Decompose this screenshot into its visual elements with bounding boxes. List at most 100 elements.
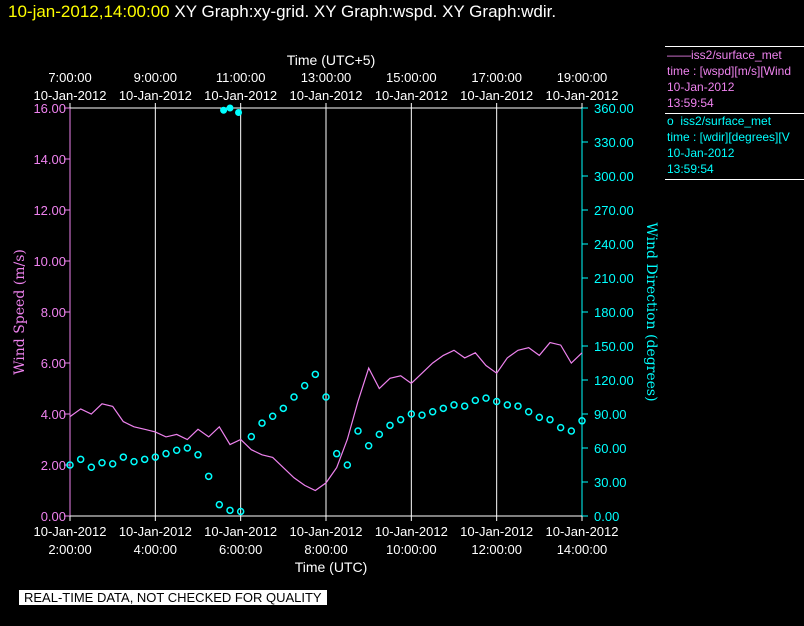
wind-direction-point — [172, 446, 181, 455]
legend-source: iss2/surface_met — [680, 114, 772, 128]
wind-direction-point — [471, 396, 480, 405]
header-timestamp: 10-jan-2012,14:00:00 — [8, 2, 170, 21]
left-tick-label: 10.00 — [33, 254, 66, 269]
top-tick-time: 13:00:00 — [301, 70, 352, 85]
bottom-tick-date: 10-Jan-2012 — [460, 524, 533, 539]
top-tick-time: 19:00:00 — [557, 70, 608, 85]
wind-direction-point — [220, 106, 228, 114]
wind-direction-point — [492, 397, 501, 406]
header-graph-list: XY Graph:xy-grid. XY Graph:wspd. XY Grap… — [174, 2, 557, 21]
bottom-tick-time: 4:00:00 — [134, 542, 177, 557]
top-tick-time: 17:00:00 — [471, 70, 522, 85]
top-tick-time: 9:00:00 — [134, 70, 177, 85]
wind-direction-point — [524, 407, 533, 416]
right-tick-label: 0.00 — [594, 509, 619, 524]
wind-direction-point — [247, 432, 256, 441]
wind-direction-point — [66, 461, 74, 469]
wind-direction-point — [322, 393, 330, 401]
wind-direction-point — [418, 411, 426, 419]
wind-direction-point — [503, 401, 512, 409]
wind-direction-point — [76, 455, 85, 464]
legend-variable: time : [wdir][degrees][V — [667, 130, 790, 144]
wind-direction-point — [204, 472, 213, 481]
bottom-tick-time: 2:00:00 — [48, 542, 91, 557]
wind-direction-point — [98, 458, 106, 467]
wind-direction-point — [364, 441, 373, 450]
right-tick-label: 90.00 — [594, 407, 627, 422]
wind-direction-point — [300, 381, 309, 390]
right-tick-label: 180.00 — [594, 305, 634, 320]
wind-direction-point — [343, 461, 352, 469]
bottom-tick-time: 6:00:00 — [219, 542, 262, 557]
top-tick-time: 15:00:00 — [386, 70, 437, 85]
wind-direction-point — [130, 457, 138, 466]
wind-direction-point — [375, 430, 384, 439]
wind-direction-point — [407, 410, 416, 418]
wind-direction-point — [354, 427, 362, 435]
top-tick-date: 10-Jan-2012 — [460, 88, 533, 103]
right-tick-label: 30.00 — [594, 475, 627, 490]
wind-direction-point — [226, 104, 234, 112]
wind-direction-point — [428, 407, 437, 416]
wind-direction-point — [332, 449, 341, 458]
left-tick-label: 6.00 — [41, 356, 66, 371]
left-tick-label: 0.00 — [41, 509, 66, 524]
series-wind-speed — [69, 341, 583, 492]
wind-direction-point — [290, 393, 298, 401]
bottom-axis-ticks: 10-Jan-2012 2:00:00 10-Jan-2012 4:00:00 10-J… — [34, 516, 619, 557]
quality-notice: REAL-TIME DATA, NOT CHECKED FOR QUALITY — [19, 590, 327, 605]
right-tick-label: 330.00 — [594, 135, 634, 150]
wind-direction-point — [450, 401, 458, 409]
series-wind-direction — [66, 104, 586, 516]
legend-time: 13:59:54 — [667, 96, 714, 110]
left-axis-label: Wind Speed (m/s) — [12, 249, 28, 375]
legend-time: 13:59:54 — [667, 162, 714, 176]
right-tick-label: 360.00 — [594, 101, 634, 116]
bottom-tick-time: 12:00:00 — [471, 542, 522, 557]
left-tick-label: 8.00 — [41, 305, 66, 320]
top-tick-date: 10-Jan-2012 — [119, 88, 192, 103]
wind-direction-point — [567, 427, 576, 435]
wind-direction-point — [108, 460, 117, 468]
bottom-tick-date: 10-Jan-2012 — [119, 524, 192, 539]
top-tick-time: 7:00:00 — [48, 70, 91, 85]
top-tick-date: 10-Jan-2012 — [546, 88, 619, 103]
wind-direction-point — [482, 394, 490, 402]
vertical-gridlines — [154, 108, 498, 516]
wind-direction-point — [396, 415, 405, 424]
wind-direction-point — [514, 402, 522, 410]
legend-line-marker: —— — [667, 48, 691, 62]
bottom-tick-time: 10:00:00 — [386, 542, 437, 557]
left-tick-label: 16.00 — [33, 101, 66, 116]
right-tick-label: 150.00 — [594, 339, 634, 354]
wind-direction-point — [535, 413, 544, 422]
wind-direction-point — [279, 404, 288, 413]
wind-direction-point — [311, 370, 320, 379]
wind-direction-point — [119, 453, 128, 461]
top-tick-date: 10-Jan-2012 — [290, 88, 363, 103]
wind-direction-point — [87, 463, 96, 472]
bottom-tick-date: 10-Jan-2012 — [546, 524, 619, 539]
legend-source: iss2/surface_met — [691, 48, 782, 62]
bottom-tick-date: 10-Jan-2012 — [204, 524, 277, 539]
legend-entry-wdir[interactable]: o iss2/surface_met time : [wdir][degrees… — [665, 113, 804, 180]
wind-direction-point — [151, 453, 160, 461]
left-tick-label: 2.00 — [41, 458, 66, 473]
legend-entry-wspd[interactable]: ——iss2/surface_met time : [wspd][m/s][Wi… — [665, 46, 804, 114]
wind-direction-point — [556, 423, 565, 432]
bottom-tick-date: 10-Jan-2012 — [290, 524, 363, 539]
wind-direction-point — [140, 455, 149, 464]
left-tick-label: 12.00 — [33, 203, 66, 218]
wind-direction-point — [183, 444, 192, 452]
bottom-tick-time: 14:00:00 — [557, 542, 608, 557]
top-tick-date: 10-Jan-2012 — [34, 88, 107, 103]
wind-direction-point — [268, 412, 277, 421]
left-axis-ticks: 0.00 2.00 4.00 6.00 8.00 10.00 12.00 14.00 16.00 — [33, 101, 70, 524]
wind-direction-point — [162, 449, 170, 458]
right-tick-label: 120.00 — [594, 373, 634, 388]
wind-direction-point — [546, 415, 554, 424]
graph-header: 10-jan-2012,14:00:00 XY Graph:xy-grid. X… — [8, 2, 556, 22]
wind-speed-line — [69, 341, 583, 492]
right-axis-ticks: 0.00 30.00 60.00 90.00 120.00 150.00 180.00 210… — [582, 101, 634, 524]
